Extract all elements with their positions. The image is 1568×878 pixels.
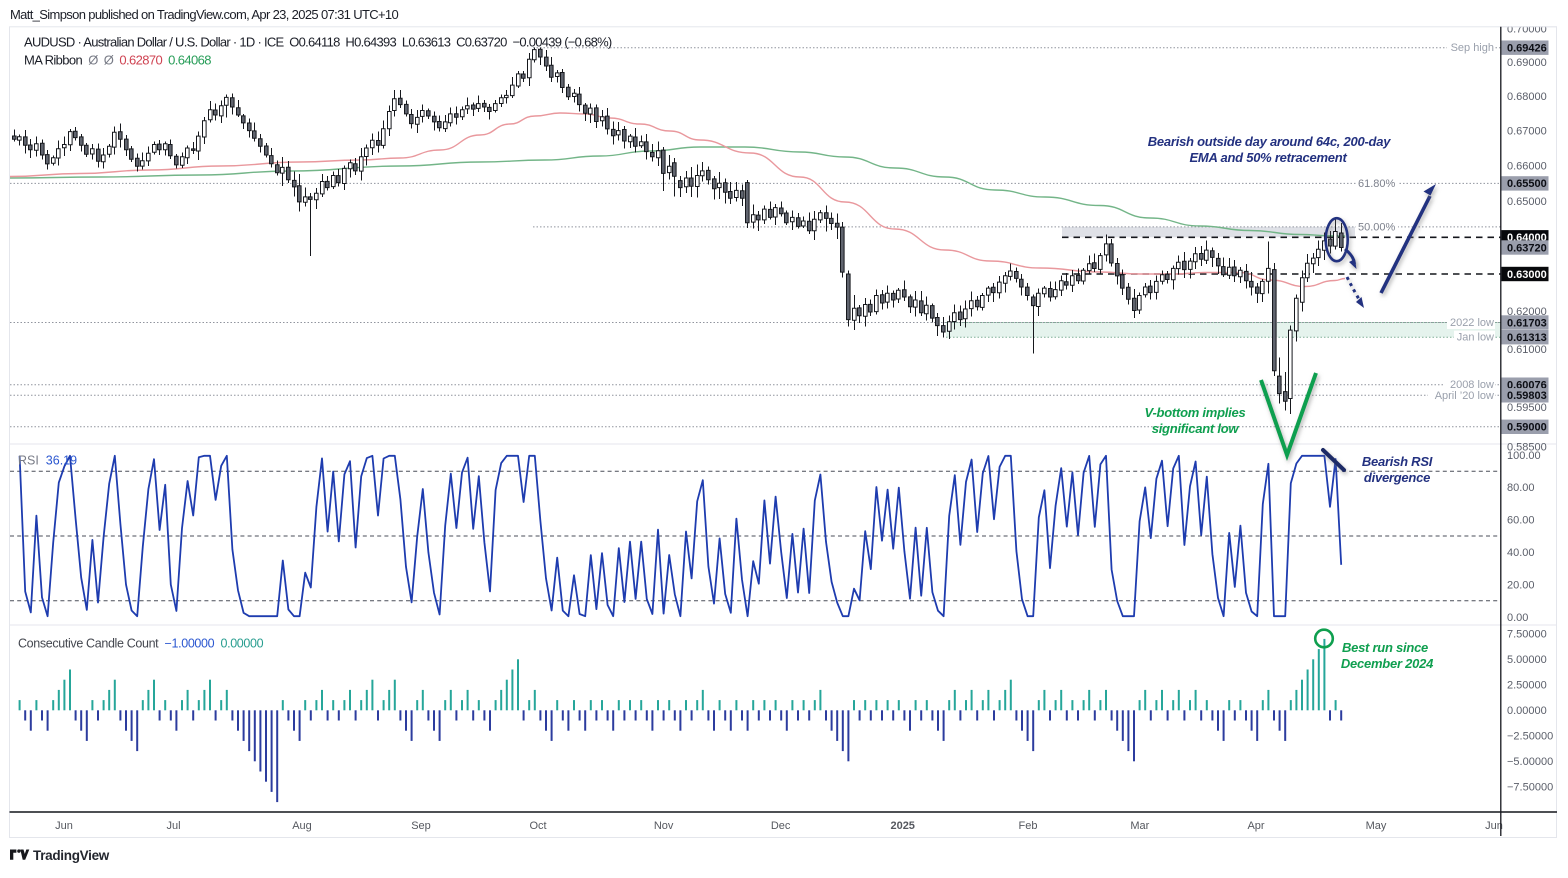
svg-text:0.59803: 0.59803	[1507, 390, 1547, 402]
svg-text:20.00: 20.00	[1507, 579, 1535, 591]
svg-text:2.50000: 2.50000	[1507, 680, 1547, 692]
svg-text:RSI 36.19: RSI 36.19	[18, 454, 77, 468]
svg-text:0.65500: 0.65500	[1507, 178, 1547, 190]
svg-text:7.50000: 7.50000	[1507, 629, 1547, 641]
svg-text:0.66000: 0.66000	[1507, 160, 1547, 172]
svg-text:divergence: divergence	[1364, 470, 1430, 485]
svg-text:Mar: Mar	[1130, 820, 1149, 832]
svg-text:December 2024: December 2024	[1341, 656, 1434, 671]
svg-text:May: May	[1366, 820, 1387, 832]
svg-text:Matt_Simpson published on Trad: Matt_Simpson published on TradingView.co…	[10, 7, 398, 22]
svg-text:0.69000: 0.69000	[1507, 57, 1547, 69]
svg-text:Consecutive Candle Count −1.0: Consecutive Candle Count −1.00000 0.0000…	[18, 637, 264, 651]
svg-text:Jan low: Jan low	[1457, 332, 1494, 344]
svg-text:Dec: Dec	[771, 820, 791, 832]
svg-text:−2.50000: −2.50000	[1507, 731, 1553, 743]
svg-text:0.59500: 0.59500	[1507, 402, 1547, 414]
svg-text:Apr: Apr	[1247, 820, 1264, 832]
svg-text:April ’20 low: April ’20 low	[1435, 390, 1494, 402]
svg-text:0.67000: 0.67000	[1507, 125, 1547, 137]
svg-text:0.61703: 0.61703	[1507, 317, 1547, 329]
svg-text:50.00%: 50.00%	[1358, 222, 1396, 234]
svg-text:Aug: Aug	[292, 820, 312, 832]
svg-text:Nov: Nov	[654, 820, 674, 832]
svg-text:0.68000: 0.68000	[1507, 91, 1547, 103]
svg-text:0.65000: 0.65000	[1507, 196, 1547, 208]
svg-text:Bearish RSI: Bearish RSI	[1362, 454, 1433, 469]
svg-text:2025: 2025	[890, 820, 914, 832]
svg-text:2022 low: 2022 low	[1450, 317, 1494, 329]
svg-text:TradingView: TradingView	[33, 848, 110, 863]
svg-text:MA Ribbon Ø Ø 0.62870 0.64: MA Ribbon Ø Ø 0.62870 0.64068	[24, 53, 211, 68]
svg-text:0.59000: 0.59000	[1507, 422, 1547, 434]
svg-text:Jun: Jun	[55, 820, 73, 832]
svg-text:0.61313: 0.61313	[1507, 332, 1547, 344]
svg-text:0.61000: 0.61000	[1507, 344, 1547, 356]
svg-text:Best run since: Best run since	[1342, 640, 1428, 655]
svg-text:Jul: Jul	[166, 820, 180, 832]
svg-text:0.63000: 0.63000	[1507, 269, 1547, 281]
svg-text:Oct: Oct	[529, 820, 546, 832]
svg-text:AUDUSD · Australian Dollar / U: AUDUSD · Australian Dollar / U.S. Dollar…	[24, 35, 612, 50]
svg-text:−5.00000: −5.00000	[1507, 756, 1553, 768]
svg-text:0.69426: 0.69426	[1507, 43, 1547, 55]
svg-text:Sep: Sep	[411, 820, 431, 832]
svg-text:Sep high: Sep high	[1451, 42, 1494, 54]
svg-text:5.00000: 5.00000	[1507, 654, 1547, 666]
svg-text:V-bottom implies: V-bottom implies	[1145, 405, 1246, 420]
svg-text:40.00: 40.00	[1507, 547, 1535, 559]
svg-text:61.80%: 61.80%	[1358, 178, 1396, 190]
svg-text:2008 low: 2008 low	[1450, 379, 1494, 391]
svg-text:significant low: significant low	[1152, 421, 1240, 436]
svg-text:Jun: Jun	[1485, 820, 1503, 832]
svg-text:0.63720: 0.63720	[1507, 242, 1547, 254]
svg-text:Feb: Feb	[1019, 820, 1038, 832]
svg-text:100.00: 100.00	[1507, 450, 1541, 462]
svg-text:80.00: 80.00	[1507, 482, 1535, 494]
svg-text:0.00000: 0.00000	[1507, 705, 1547, 717]
svg-text:Bearish outside day around 64c: Bearish outside day around 64c, 200-day	[1148, 134, 1391, 149]
svg-text:0.58500: 0.58500	[1507, 442, 1547, 454]
svg-text:EMA and 50% retracement: EMA and 50% retracement	[1189, 150, 1347, 165]
svg-text:0.62000: 0.62000	[1507, 306, 1547, 318]
svg-text:−7.50000: −7.50000	[1507, 782, 1553, 794]
svg-text:60.00: 60.00	[1507, 515, 1535, 527]
svg-text:0.00: 0.00	[1507, 612, 1528, 624]
